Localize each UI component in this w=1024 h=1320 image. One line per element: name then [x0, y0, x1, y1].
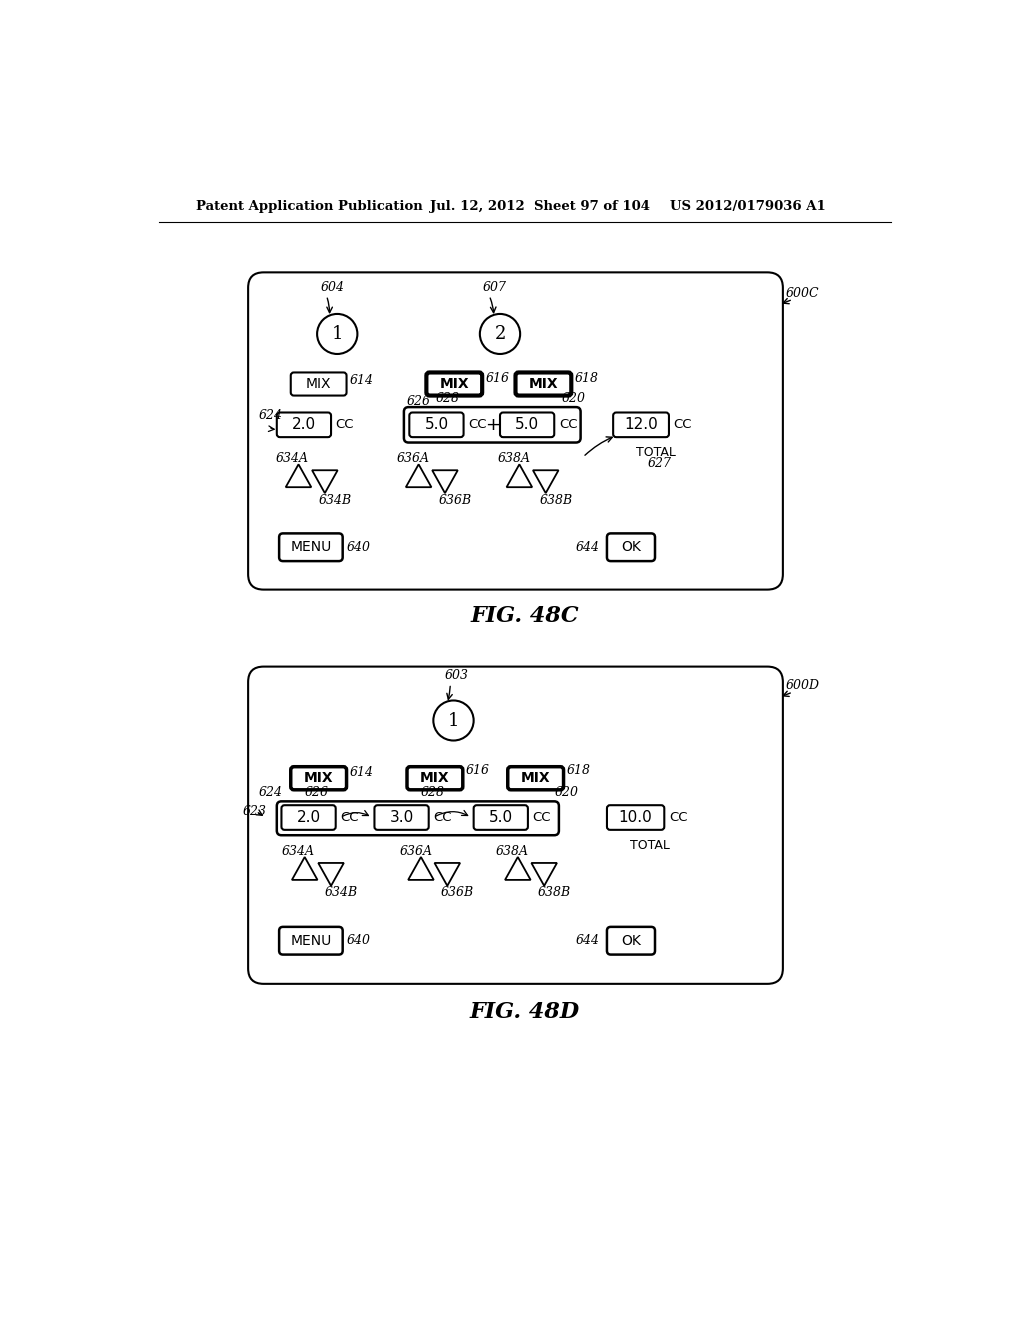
Text: 607: 607	[483, 281, 507, 294]
FancyBboxPatch shape	[280, 533, 343, 561]
Text: 644: 644	[575, 541, 599, 554]
Text: FIG. 48D: FIG. 48D	[470, 1001, 580, 1023]
FancyBboxPatch shape	[248, 667, 783, 983]
FancyBboxPatch shape	[410, 412, 464, 437]
Text: 12.0: 12.0	[625, 417, 658, 433]
Text: 627: 627	[648, 457, 672, 470]
FancyBboxPatch shape	[291, 767, 346, 789]
Text: 638B: 638B	[538, 887, 571, 899]
Text: MIX: MIX	[439, 378, 469, 391]
Text: 624: 624	[258, 409, 283, 422]
Text: CC: CC	[559, 418, 578, 432]
Text: 1: 1	[332, 325, 343, 343]
Text: 1: 1	[447, 711, 459, 730]
FancyBboxPatch shape	[426, 372, 482, 396]
Text: 644: 644	[575, 935, 599, 948]
Text: 2: 2	[495, 325, 506, 343]
Text: 628: 628	[421, 785, 445, 799]
Text: 5.0: 5.0	[515, 417, 540, 433]
Text: 5.0: 5.0	[488, 810, 513, 825]
Text: MIX: MIX	[304, 771, 334, 785]
FancyBboxPatch shape	[607, 805, 665, 830]
Text: US 2012/0179036 A1: US 2012/0179036 A1	[671, 199, 826, 213]
Text: +: +	[485, 416, 501, 434]
Text: 623: 623	[243, 805, 266, 818]
Text: CC: CC	[340, 810, 358, 824]
Text: OK: OK	[621, 540, 641, 554]
Text: FIG. 48C: FIG. 48C	[470, 605, 580, 627]
Text: 600D: 600D	[785, 680, 819, 693]
Text: TOTAL: TOTAL	[636, 446, 676, 459]
FancyBboxPatch shape	[276, 412, 331, 437]
Text: MIX: MIX	[306, 378, 332, 391]
Text: 604: 604	[321, 281, 344, 294]
Text: 620: 620	[554, 785, 579, 799]
Text: 603: 603	[444, 669, 468, 682]
Text: 636A: 636A	[399, 845, 432, 858]
Text: CC: CC	[674, 418, 692, 432]
Text: 600C: 600C	[785, 286, 819, 300]
Text: 620: 620	[562, 392, 586, 405]
Text: 618: 618	[574, 372, 598, 385]
Text: Patent Application Publication: Patent Application Publication	[197, 199, 423, 213]
Text: 3.0: 3.0	[389, 810, 414, 825]
Text: 614: 614	[349, 374, 374, 387]
Text: TOTAL: TOTAL	[630, 838, 670, 851]
FancyBboxPatch shape	[291, 372, 346, 396]
FancyBboxPatch shape	[607, 927, 655, 954]
FancyBboxPatch shape	[508, 767, 563, 789]
Text: MIX: MIX	[528, 378, 558, 391]
Text: 5.0: 5.0	[424, 417, 449, 433]
Text: 10.0: 10.0	[618, 810, 652, 825]
Text: OK: OK	[621, 933, 641, 948]
Text: 2.0: 2.0	[297, 810, 321, 825]
FancyBboxPatch shape	[474, 805, 528, 830]
Text: 638A: 638A	[496, 845, 529, 858]
Text: 640: 640	[346, 541, 371, 554]
FancyBboxPatch shape	[407, 767, 463, 789]
Text: 634A: 634A	[282, 845, 314, 858]
Text: 626: 626	[407, 395, 431, 408]
Text: 628: 628	[435, 392, 460, 405]
Text: 638A: 638A	[498, 453, 530, 465]
FancyBboxPatch shape	[276, 801, 559, 836]
Text: 638B: 638B	[540, 494, 572, 507]
Text: Jul. 12, 2012  Sheet 97 of 104: Jul. 12, 2012 Sheet 97 of 104	[430, 199, 650, 213]
Text: 636A: 636A	[397, 453, 430, 465]
Text: 634B: 634B	[318, 494, 352, 507]
Text: CC: CC	[468, 418, 486, 432]
Text: CC: CC	[532, 810, 551, 824]
FancyBboxPatch shape	[607, 533, 655, 561]
Text: CC: CC	[336, 418, 354, 432]
FancyBboxPatch shape	[375, 805, 429, 830]
FancyBboxPatch shape	[500, 412, 554, 437]
FancyBboxPatch shape	[613, 412, 669, 437]
Text: 636B: 636B	[438, 494, 472, 507]
FancyBboxPatch shape	[515, 372, 571, 396]
Text: 634B: 634B	[325, 887, 358, 899]
Text: MENU: MENU	[290, 933, 332, 948]
Text: MENU: MENU	[290, 540, 332, 554]
FancyBboxPatch shape	[403, 407, 581, 442]
Text: 618: 618	[566, 764, 591, 777]
Text: CC: CC	[433, 810, 452, 824]
Text: 636B: 636B	[441, 887, 474, 899]
FancyBboxPatch shape	[282, 805, 336, 830]
Text: 626: 626	[305, 785, 329, 799]
Text: 624: 624	[258, 785, 283, 799]
FancyBboxPatch shape	[248, 272, 783, 590]
Text: 2.0: 2.0	[292, 417, 316, 433]
Text: 616: 616	[466, 764, 489, 777]
Text: 634A: 634A	[275, 453, 308, 465]
Text: 614: 614	[349, 767, 374, 779]
Text: MIX: MIX	[420, 771, 450, 785]
Text: 616: 616	[485, 372, 509, 385]
Text: CC: CC	[669, 810, 687, 824]
Text: 640: 640	[346, 935, 371, 948]
FancyBboxPatch shape	[280, 927, 343, 954]
Text: MIX: MIX	[521, 771, 551, 785]
